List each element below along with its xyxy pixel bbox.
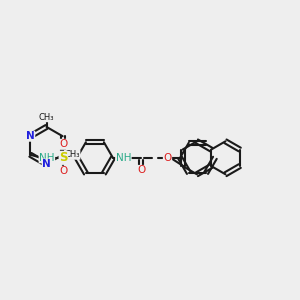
Text: NH: NH xyxy=(39,153,55,163)
Text: N: N xyxy=(42,159,51,169)
Text: N: N xyxy=(26,131,35,141)
Text: NH: NH xyxy=(116,153,131,163)
Text: CH₃: CH₃ xyxy=(39,113,54,122)
Text: O: O xyxy=(59,166,68,176)
Text: O: O xyxy=(164,153,172,163)
Text: CH₃: CH₃ xyxy=(64,150,80,159)
Text: O: O xyxy=(137,165,146,176)
Text: S: S xyxy=(59,151,68,164)
Text: O: O xyxy=(59,139,68,149)
